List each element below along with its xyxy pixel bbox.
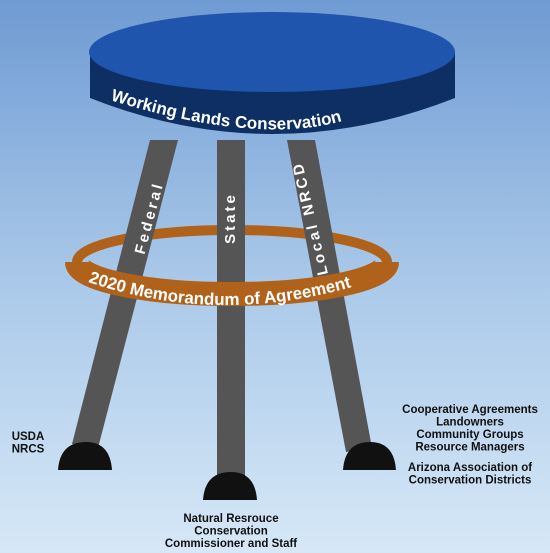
foot-label: NRCS	[12, 444, 45, 456]
foot-label: Landowners	[436, 417, 504, 429]
foot-label: Community Groups	[416, 429, 523, 441]
leg-label: State	[222, 192, 239, 244]
foot-label: Arizona Association of	[408, 462, 532, 474]
foot-label: Commissioner and Staff	[165, 538, 297, 550]
stool-diagram: Working Lands Conservation 2020 Memorand…	[0, 0, 550, 553]
foot-label: Cooperative Agreements	[402, 404, 538, 416]
foot-label: Conservation	[194, 526, 268, 538]
leg-middle	[217, 140, 245, 485]
foot-label: Resource Managers	[415, 442, 524, 454]
foot-label: USDA	[12, 431, 45, 443]
foot-label: Natural Resrouce	[183, 513, 278, 525]
seat-top	[89, 12, 455, 92]
foot-label: Conservation Districts	[409, 475, 532, 487]
